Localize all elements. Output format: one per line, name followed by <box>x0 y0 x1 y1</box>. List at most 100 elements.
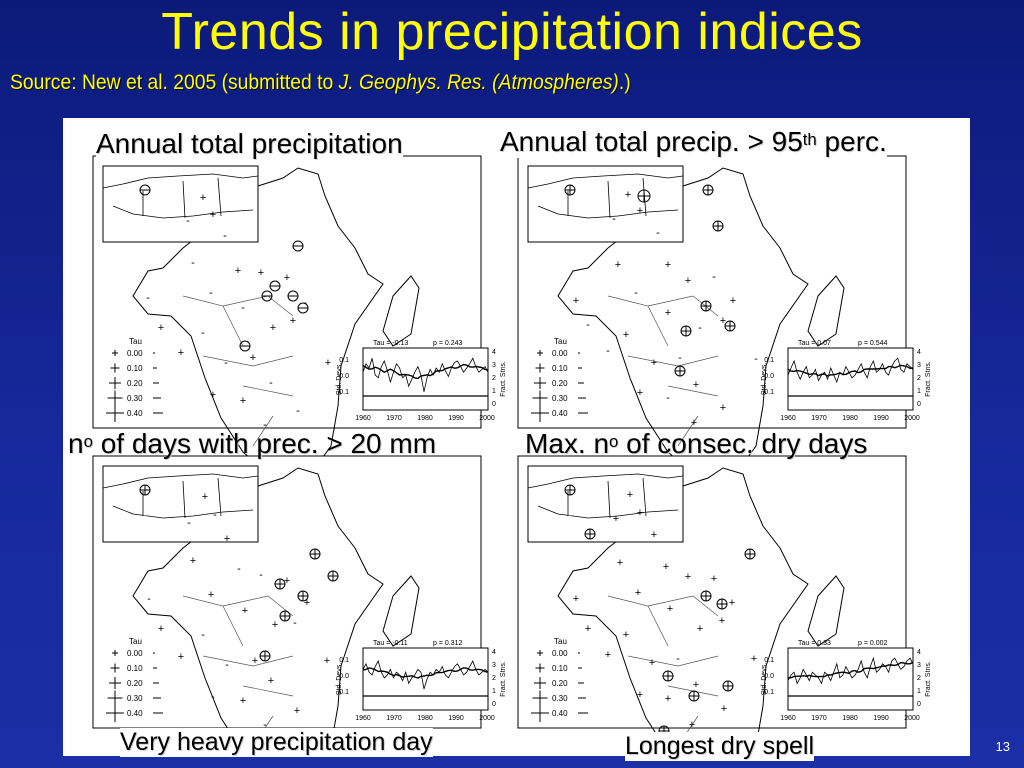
increase-marker: + <box>693 379 699 391</box>
legend-value: 0.30 <box>552 694 568 703</box>
panel-title-tail: of days with prec. > 20 mm <box>92 428 437 459</box>
increase-marker: + <box>202 491 208 503</box>
increase-marker: + <box>178 347 184 359</box>
inset-coastline <box>102 173 259 219</box>
decrease-marker: - <box>606 345 610 357</box>
legend-value: 0.00 <box>552 649 568 658</box>
smoothed-series <box>362 363 489 380</box>
x-tick: 1990 <box>873 715 889 722</box>
y-right-tick: 3 <box>492 362 496 369</box>
increase-marker: + <box>615 259 621 271</box>
y-left-label: Std. Devs. <box>336 663 343 695</box>
y-right-tick: 3 <box>492 662 496 669</box>
precipitation-figure: + - + - - + - + - + - + - + - + - + - + + - - + + Tau 0.00 0.10 0.20… <box>63 118 970 756</box>
increase-marker: + <box>208 589 214 601</box>
increase-marker: + <box>685 275 691 287</box>
legend-value: 0.10 <box>127 364 143 373</box>
source-journal: J. Geophys. Res. (Atmospheres) <box>338 71 619 94</box>
x-tick: 1980 <box>417 715 433 722</box>
decrease-marker: - <box>263 419 267 431</box>
inset-coastline <box>527 473 684 519</box>
decrease-marker: - <box>211 691 215 703</box>
y-right-tick: 3 <box>917 362 921 369</box>
legend-value: 0.30 <box>127 694 143 703</box>
y-left-tick: 0.1 <box>764 357 774 364</box>
increase-marker: + <box>585 623 591 635</box>
source-prefix: Source: New et al. 2005 (submitted to <box>10 71 339 94</box>
y-right-tick: 0 <box>917 701 921 708</box>
country-borders <box>607 595 719 747</box>
x-tick: 1990 <box>448 715 464 722</box>
y-right-tick: 4 <box>917 349 921 356</box>
increase-marker: + <box>665 307 671 319</box>
y-right-label: Fract. Stns. <box>925 361 932 397</box>
legend-value: 0.10 <box>552 364 568 373</box>
increase-marker: + <box>665 693 671 705</box>
increase-marker: + <box>270 322 276 334</box>
increase-marker: + <box>719 615 725 627</box>
y-right-tick: 1 <box>917 688 921 695</box>
decrease-marker: - <box>223 230 227 242</box>
decrease-marker: - <box>225 659 229 671</box>
tau-value: Tau = -0.11 <box>373 640 408 647</box>
y-left-tick: 0.0 <box>764 673 774 680</box>
increase-marker: + <box>637 387 643 399</box>
y-right-tick: 4 <box>492 349 496 356</box>
tau-legend: Tau 0.00 0.10 0.20 0.30 0.40 <box>106 337 163 422</box>
tau-legend: Tau 0.00 0.10 0.20 0.30 0.40 <box>106 637 163 722</box>
panel-title-text: n <box>68 428 84 459</box>
y-left-label: Std. Devs. <box>761 363 768 395</box>
y-left-tick: -0.1 <box>762 689 774 696</box>
increase-marker: + <box>663 561 669 573</box>
increase-marker: + <box>685 571 691 583</box>
ts-frame <box>362 347 489 411</box>
std-dev-series <box>787 656 914 685</box>
increase-marker: + <box>200 192 206 204</box>
decrease-marker: - <box>237 563 241 575</box>
increase-marker: + <box>617 557 623 569</box>
increase-marker: + <box>304 597 310 609</box>
y-left-label: Std. Devs. <box>761 663 768 695</box>
west-africa-inset <box>527 165 684 243</box>
decrease-marker: - <box>678 352 682 364</box>
legend-value: 0.40 <box>127 709 143 718</box>
madagascar-outline <box>382 275 420 347</box>
panel-title-tail: of consec. dry days <box>618 428 868 459</box>
legend-value: 0.20 <box>127 679 143 688</box>
map-panel-4: ++ +++ ++++++++ -+++++++++++Tau0.000.100.20… <box>517 455 932 756</box>
x-tick: 1960 <box>780 715 796 722</box>
decrease-marker: - <box>712 271 716 283</box>
madagascar-outline <box>807 275 845 347</box>
increase-marker: + <box>158 322 164 334</box>
increase-marker: + <box>240 695 246 707</box>
tau-legend: Tau 0.00 0.10 0.20 0.30 0.40 <box>531 637 588 722</box>
x-tick: 2000 <box>479 715 495 722</box>
ts-frame <box>362 647 489 711</box>
increase-marker: + <box>667 603 673 615</box>
decrease-marker: - <box>586 319 590 331</box>
increase-marker: + <box>623 329 629 341</box>
inset-frame <box>527 465 684 543</box>
increase-marker: + <box>190 555 196 567</box>
increase-marker: + <box>689 719 695 731</box>
x-tick: 1970 <box>386 415 402 422</box>
y-right-tick: 2 <box>917 375 921 382</box>
map-panel-1: +- +--+-+-+-+- +-+-+-++--++Tau0.000.100.20… <box>92 155 507 482</box>
increase-marker: + <box>751 653 757 665</box>
x-tick: 1980 <box>417 415 433 422</box>
decrease-marker: - <box>698 322 702 334</box>
time-series-inset: Tau = -0.13 p = 0.243 0.1 0.0 -0.1 4 3 2 1 0 1960 1… <box>336 340 507 422</box>
map-panel-2: +-+-+ +-++-+-+ -+++-+--++-+Tau0.000.100.20… <box>517 155 932 482</box>
increase-marker: + <box>649 657 655 669</box>
increase-marker: + <box>268 675 274 687</box>
increase-marker: + <box>605 649 611 661</box>
west-africa-inset <box>102 165 259 243</box>
inset-frame <box>527 165 684 243</box>
y-right-tick: 2 <box>492 675 496 682</box>
p-value: p = 0.002 <box>858 640 887 647</box>
west-africa-inset <box>527 465 684 543</box>
page-number: 13 <box>995 739 1010 754</box>
decrease-marker: - <box>263 719 267 731</box>
smoothed-series <box>788 661 914 679</box>
increase-marker: + <box>651 529 657 541</box>
